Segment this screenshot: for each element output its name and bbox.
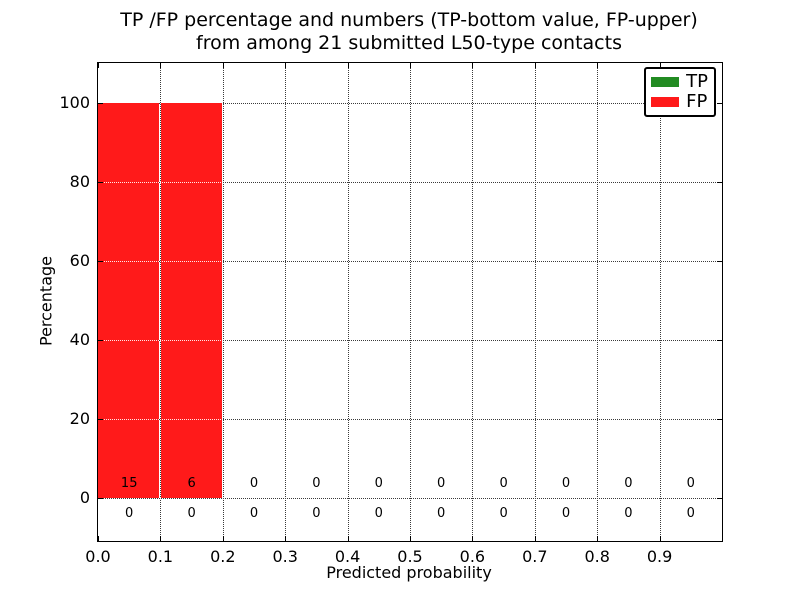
x-tick-label: 0.7 xyxy=(522,547,548,566)
y-gridline-over-bar xyxy=(98,418,223,420)
count-label-fp: 6 xyxy=(187,476,196,492)
x-tick-top xyxy=(534,63,536,68)
count-label-tp: 0 xyxy=(312,506,321,522)
chart-title-line2: from among 21 submitted L50-type contact… xyxy=(196,32,622,54)
x-tick-label: 0.0 xyxy=(85,547,111,566)
y-tick-left xyxy=(98,497,103,499)
x-gridline xyxy=(534,63,536,541)
chart-title-line1: TP /FP percentage and numbers (TP-bottom… xyxy=(120,9,698,31)
x-gridline xyxy=(285,63,287,541)
x-tick-bottom xyxy=(410,536,411,541)
x-tick-label: 0.5 xyxy=(397,547,423,566)
y-tick-label: 40 xyxy=(69,329,90,349)
count-label-tp: 0 xyxy=(249,506,259,522)
count-label-fp: 0 xyxy=(249,476,259,492)
bar-fp xyxy=(98,102,160,498)
count-label-fp: 0 xyxy=(374,476,383,492)
y-gridline-over-bar xyxy=(98,181,223,183)
x-tick-bottom xyxy=(347,536,349,541)
y-tick-right xyxy=(717,260,722,262)
tp-color-swatch xyxy=(651,77,680,87)
count-label-fp: 0 xyxy=(312,476,321,492)
y-tick-left xyxy=(98,260,103,262)
chart-title: TP /FP percentage and numbers (TP-bottom… xyxy=(97,9,721,55)
y-tick-label: 0 xyxy=(79,487,90,507)
count-label-tp: 0 xyxy=(187,506,196,522)
x-tick-top xyxy=(347,63,349,68)
x-tick-top xyxy=(222,63,224,68)
x-gridline xyxy=(222,63,224,541)
y-tick-label: 20 xyxy=(69,408,90,428)
count-label-fp: 15 xyxy=(120,476,138,492)
legend-item-tp: TP xyxy=(651,72,708,92)
count-label-tp: 0 xyxy=(561,506,571,522)
count-label-tp: 0 xyxy=(374,506,383,522)
x-tick-label: 0.6 xyxy=(459,547,486,566)
x-tick-label: 0.2 xyxy=(210,547,236,566)
x-tick-top xyxy=(410,63,411,68)
x-gridline xyxy=(410,63,411,541)
x-tick-top xyxy=(597,63,599,68)
bar-fp xyxy=(161,102,222,498)
legend-label-fp: FP xyxy=(686,91,708,112)
x-gridline xyxy=(472,63,474,541)
x-tick-bottom xyxy=(160,536,162,541)
x-tick-label: 0.3 xyxy=(272,547,298,566)
legend-item-fp: FP xyxy=(651,92,708,112)
x-tick-bottom xyxy=(98,536,99,541)
y-tick-right xyxy=(717,181,722,183)
y-tick-right xyxy=(717,497,722,499)
count-label-fp: 0 xyxy=(437,476,446,492)
x-tick-label: 0.4 xyxy=(334,547,361,566)
x-tick-bottom xyxy=(472,536,474,541)
y-tick-right xyxy=(717,339,722,341)
x-tick-label: 0.1 xyxy=(147,547,174,566)
y-gridline-over-bar xyxy=(98,339,223,341)
y-tick-left xyxy=(98,102,103,104)
count-label-fp: 0 xyxy=(624,476,633,492)
x-tick-bottom xyxy=(285,536,287,541)
plot-area: TP FP 0 20 40 60 80 100 0.0 0.1 0.2 0.3 0.4 0.5 0.6 0… xyxy=(59,62,723,566)
x-tick-top xyxy=(659,63,661,68)
x-tick-top xyxy=(160,63,162,68)
x-tick-bottom xyxy=(659,536,661,541)
y-tick-left xyxy=(98,418,103,420)
count-label-tp: 0 xyxy=(125,506,134,522)
x-tick-bottom xyxy=(534,536,536,541)
x-gridline xyxy=(659,63,661,541)
count-label-tp: 0 xyxy=(499,506,508,522)
x-tick-top xyxy=(98,63,99,68)
fp-color-swatch xyxy=(651,97,680,107)
y-tick-right xyxy=(717,418,722,420)
x-gridline xyxy=(597,63,599,541)
y-tick-left xyxy=(98,339,103,341)
x-tick-label: 0.9 xyxy=(646,547,673,566)
y-tick-right xyxy=(717,102,722,104)
y-tick-label: 100 xyxy=(59,92,90,112)
x-tick-top xyxy=(285,63,287,68)
x-gridline xyxy=(160,63,162,541)
count-label-tp: 0 xyxy=(686,506,695,522)
x-tick-label: 0.8 xyxy=(584,547,610,566)
legend: TP FP xyxy=(644,67,716,117)
count-label-tp: 0 xyxy=(624,506,633,522)
y-gridline-over-bar xyxy=(98,260,223,262)
x-tick-bottom xyxy=(597,536,599,541)
x-axis-label: Predicted probability xyxy=(326,563,492,582)
x-gridline xyxy=(347,63,349,541)
y-tick-label: 60 xyxy=(69,250,90,270)
y-gridline-over-bar xyxy=(98,497,223,499)
count-label-fp: 0 xyxy=(561,476,571,492)
x-tick-bottom xyxy=(222,536,224,541)
legend-label-tp: TP xyxy=(686,71,708,92)
y-tick-label: 80 xyxy=(69,171,90,191)
y-tick-left xyxy=(98,181,103,183)
count-label-tp: 0 xyxy=(437,506,446,522)
count-label-fp: 0 xyxy=(686,476,695,492)
x-tick-top xyxy=(472,63,474,68)
count-label-fp: 0 xyxy=(499,476,508,492)
